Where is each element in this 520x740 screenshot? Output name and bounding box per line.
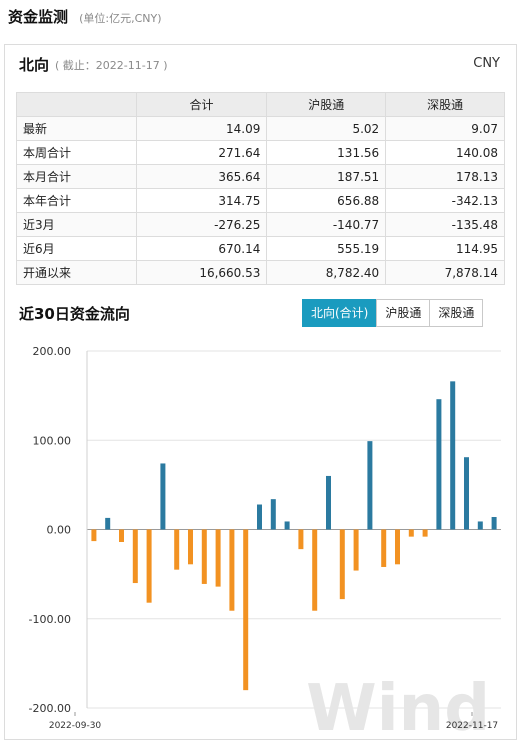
bar <box>243 529 249 691</box>
bar <box>491 517 497 530</box>
y-tick-label: 0.00 <box>47 524 72 537</box>
table-row: 开通以来 16,660.53 8,782.40 7,878.14 <box>16 260 505 285</box>
bar <box>160 463 166 530</box>
bar <box>229 529 235 611</box>
cell-sh: 187.51 <box>266 164 387 189</box>
x-tick-label-start: 2022-09-30 <box>49 721 102 731</box>
bar <box>188 529 193 565</box>
cell-sh: 656.88 <box>266 188 387 213</box>
x-tick-label-end: 2022-11-17 <box>446 721 498 731</box>
bar <box>215 529 221 587</box>
cell-total: 365.64 <box>135 164 268 189</box>
currency-label: CNY <box>473 56 500 71</box>
cell-sh: -140.77 <box>266 212 387 237</box>
bar <box>436 399 442 530</box>
bar <box>298 529 304 550</box>
header-cell-blank <box>16 92 137 117</box>
y-tick-label: -100.00 <box>29 613 71 626</box>
row-label: 本月合计 <box>16 164 137 189</box>
flow-tabs: 北向(合计) 沪股通 深股通 <box>302 299 484 327</box>
cell-sh: 5.02 <box>266 116 387 141</box>
cell-total: 16,660.53 <box>135 260 268 285</box>
bar <box>408 529 414 537</box>
tab-sz-connect[interactable]: 深股通 <box>429 299 484 327</box>
cell-sz: -135.48 <box>385 212 505 237</box>
bar <box>326 475 331 530</box>
header-cell-sh-connect: 沪股通 <box>266 92 387 117</box>
bar <box>477 521 483 530</box>
cell-sh: 131.56 <box>266 140 387 165</box>
section-title: 近30日资金流向 <box>19 305 130 323</box>
bar <box>312 529 318 611</box>
flow-summary-table: 合计 沪股通 深股通 最新 14.09 5.02 9.07 本周合计 271.6… <box>16 92 505 285</box>
cell-sz: 140.08 <box>385 140 505 165</box>
bar <box>284 521 290 530</box>
header-cell-total: 合计 <box>135 92 268 117</box>
bar <box>91 529 97 542</box>
bar <box>105 517 111 530</box>
bar <box>146 529 152 603</box>
top-bar: 资金监测 (单位:亿元,CNY) <box>0 0 520 34</box>
cell-sz: 9.07 <box>385 116 505 141</box>
northbound-panel: 北向 ( 截止：2022-11-17 ) CNY 合计 沪股通 深股通 最新 1… <box>4 44 517 740</box>
as-of-date: ( 截止：2022-11-17 ) <box>55 59 168 72</box>
bar <box>367 441 373 530</box>
tab-sh-connect[interactable]: 沪股通 <box>376 299 431 327</box>
cell-sz: 7,878.14 <box>385 260 505 285</box>
bar <box>422 529 428 537</box>
row-label: 本年合计 <box>16 188 137 213</box>
y-tick-label: 100.00 <box>33 434 72 447</box>
row-label: 开通以来 <box>16 260 137 285</box>
flow-bar-chart: Wind 200.00 100.00 0.00 -100.00 -200.00 2022-… <box>29 345 501 740</box>
bar <box>339 529 345 600</box>
bar <box>201 529 207 584</box>
page-title: 资金监测 <box>8 8 69 26</box>
bar <box>464 457 469 530</box>
bar <box>174 529 180 570</box>
cell-total: -276.25 <box>135 212 268 237</box>
cell-total: 271.64 <box>135 140 268 165</box>
table-row: 本月合计 365.64 187.51 178.13 <box>16 164 505 189</box>
y-tick-label: 200.00 <box>33 345 72 358</box>
direction-title: 北向 <box>19 56 50 74</box>
table-row: 本周合计 271.64 131.56 140.08 <box>16 140 505 165</box>
bar <box>132 529 138 584</box>
row-label: 近3月 <box>16 212 137 237</box>
y-tick-label: -200.00 <box>29 702 71 715</box>
bar <box>270 499 276 530</box>
cell-sh: 555.19 <box>266 236 387 261</box>
cell-sz: 114.95 <box>385 236 505 261</box>
cell-sz: -342.13 <box>385 188 505 213</box>
bar <box>450 381 456 530</box>
bar <box>381 529 387 567</box>
tab-northbound-total[interactable]: 北向(合计) <box>302 299 378 327</box>
cell-sh: 8,782.40 <box>266 260 387 285</box>
cell-total: 670.14 <box>135 236 268 261</box>
bar <box>119 529 124 542</box>
row-label: 近6月 <box>16 236 137 261</box>
table-row: 最新 14.09 5.02 9.07 <box>16 116 505 141</box>
unit-note: (单位:亿元,CNY) <box>79 12 162 25</box>
row-label: 本周合计 <box>16 140 137 165</box>
cell-total: 14.09 <box>135 116 268 141</box>
table-header-row: 合计 沪股通 深股通 <box>16 92 505 117</box>
cell-total: 314.75 <box>135 188 268 213</box>
cell-sz: 178.13 <box>385 164 505 189</box>
table-row: 本年合计 314.75 656.88 -342.13 <box>16 188 505 213</box>
bar <box>257 504 262 530</box>
bar <box>353 529 359 571</box>
watermark-logo: Wind <box>306 672 490 739</box>
bar <box>395 529 400 565</box>
panel-header: 北向 ( 截止：2022-11-17 ) CNY <box>5 45 516 81</box>
row-label: 最新 <box>16 116 137 141</box>
header-cell-sz-connect: 深股通 <box>385 92 505 117</box>
table-row: 近6月 670.14 555.19 114.95 <box>16 236 505 261</box>
table-row: 近3月 -276.25 -140.77 -135.48 <box>16 212 505 237</box>
flow-chart-area: Wind 200.00 100.00 0.00 -100.00 -200.00 2022-… <box>5 335 516 740</box>
